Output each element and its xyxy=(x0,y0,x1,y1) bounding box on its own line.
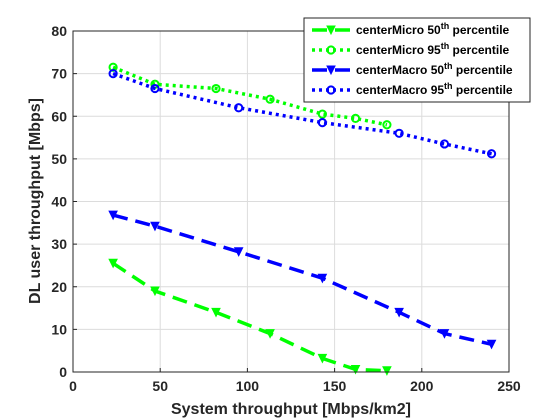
legend-marker xyxy=(326,85,336,95)
y-axis-label: DL user throughput [Mbps] xyxy=(27,98,44,304)
data-point xyxy=(317,353,328,364)
y-tick-label: 50 xyxy=(51,151,67,167)
series-0 xyxy=(108,258,392,376)
data-point xyxy=(394,307,404,318)
legend-box xyxy=(303,17,531,103)
series-3 xyxy=(108,69,497,159)
data-point xyxy=(486,149,497,159)
data-point xyxy=(233,247,244,257)
legend-label-superscript: th xyxy=(444,81,453,91)
data-point xyxy=(317,109,327,119)
x-tick-label: 200 xyxy=(410,378,434,394)
tick-layer: 0 50 100 150 200 250 0 10 20 30 40 50 60 70 80 xyxy=(51,23,520,394)
y-tick-label: 80 xyxy=(51,23,67,39)
y-tick-label: 70 xyxy=(51,66,67,82)
legend-label-suffix: percentile xyxy=(453,83,513,97)
data-point xyxy=(234,103,244,113)
data-point xyxy=(350,113,361,123)
legend-label-main: centerMacro 50 xyxy=(356,63,444,77)
y-tick-label: 10 xyxy=(51,321,67,337)
legend-label-superscript: th xyxy=(441,41,450,51)
legend-label: centerMicro 50th percentile xyxy=(356,21,510,37)
legend-marker xyxy=(326,25,336,36)
data-point xyxy=(439,139,450,149)
legend-item: centerMicro 50th percentile xyxy=(312,21,510,37)
legend-label-main: centerMicro 50 xyxy=(356,23,441,37)
legend-label-suffix: percentile xyxy=(449,23,509,37)
data-point xyxy=(265,94,275,104)
data-point xyxy=(211,307,221,318)
legend-label-superscript: th xyxy=(441,21,450,31)
x-tick-label: 250 xyxy=(497,378,521,394)
legend-label-suffix: percentile xyxy=(449,43,509,57)
legend-label: centerMacro 95th percentile xyxy=(356,81,513,97)
data-point xyxy=(317,273,328,284)
data-point xyxy=(439,329,450,339)
x-axis-label: System throughput [Mbps/km2] xyxy=(171,401,411,418)
legend-label: centerMacro 50th percentile xyxy=(356,61,513,77)
data-point xyxy=(150,286,160,297)
data-point xyxy=(211,83,221,94)
y-tick-label: 30 xyxy=(51,236,67,252)
data-point xyxy=(108,258,118,269)
data-point xyxy=(394,128,404,138)
series-1 xyxy=(108,62,392,130)
data-point xyxy=(265,329,275,339)
data-point xyxy=(150,221,160,232)
x-tick-label: 150 xyxy=(323,378,347,394)
y-tick-label: 0 xyxy=(59,364,67,380)
data-point xyxy=(108,69,118,79)
legend-label: centerMicro 95th percentile xyxy=(356,41,510,57)
data-point xyxy=(108,210,118,221)
series-line xyxy=(112,65,388,127)
y-tick-label: 40 xyxy=(51,194,67,210)
data-point xyxy=(317,118,327,128)
legend-marker xyxy=(326,65,336,76)
data-point xyxy=(486,339,497,350)
legend-label-superscript: th xyxy=(444,61,453,71)
legend-item: centerMacro 95th percentile xyxy=(312,81,513,97)
series-layer xyxy=(108,62,497,376)
y-tick-label: 60 xyxy=(51,108,67,124)
x-tick-label: 100 xyxy=(236,378,260,394)
legend-item: centerMicro 95th percentile xyxy=(312,41,510,57)
legend-item: centerMacro 50th percentile xyxy=(312,61,513,77)
legend-label-suffix: percentile xyxy=(453,63,513,77)
x-tick-label: 50 xyxy=(152,378,168,394)
x-tick-label: 0 xyxy=(69,378,77,394)
data-point xyxy=(150,83,160,94)
legend-label-main: centerMacro 95 xyxy=(356,83,444,97)
legend-marker xyxy=(326,45,336,55)
series-2 xyxy=(108,210,497,350)
data-point xyxy=(350,364,361,375)
y-tick-label: 20 xyxy=(51,279,67,295)
series-line xyxy=(112,71,492,156)
data-point xyxy=(382,366,392,376)
data-point xyxy=(382,120,392,130)
legend-label-main: centerMicro 95 xyxy=(356,43,441,57)
